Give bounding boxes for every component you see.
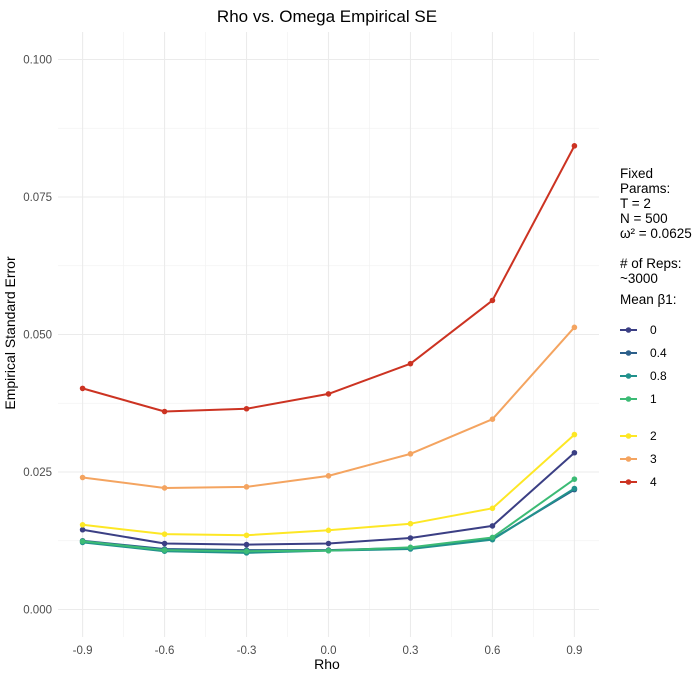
data-point xyxy=(325,547,332,554)
legend-item-3: 3 xyxy=(620,452,657,466)
legend-note: ω² = 0.0625 xyxy=(620,226,692,241)
data-point xyxy=(161,485,168,491)
legend-key-point xyxy=(625,479,632,485)
data-point xyxy=(571,476,578,482)
chart-title: Rho vs. Omega Empirical SE xyxy=(217,7,437,26)
data-point xyxy=(489,505,496,512)
data-point xyxy=(325,391,332,397)
x-axis-title: Rho xyxy=(314,656,340,672)
data-point xyxy=(571,143,578,149)
plot-area xyxy=(58,32,599,637)
legend-note: Fixed xyxy=(620,166,653,181)
legend-key-point xyxy=(625,456,632,462)
data-point xyxy=(161,408,168,415)
legend-item-4: 4 xyxy=(620,475,657,489)
x-tick-label: 0.0 xyxy=(321,645,337,657)
x-tick-label: -0.9 xyxy=(73,645,93,657)
data-point xyxy=(407,535,414,541)
data-point xyxy=(243,484,250,490)
data-point xyxy=(571,485,578,492)
y-tick-label: 0.100 xyxy=(23,55,52,67)
legend-item-0: 0 xyxy=(620,323,657,337)
legend-key-point xyxy=(625,396,632,402)
legend-note: N = 500 xyxy=(620,211,668,226)
y-tick-label: 0.000 xyxy=(23,605,52,617)
data-point xyxy=(161,547,168,553)
data-point xyxy=(489,534,496,541)
data-point xyxy=(489,416,496,423)
data-point xyxy=(79,474,86,481)
y-tick-label: 0.050 xyxy=(23,330,52,342)
y-tick-label: 0.025 xyxy=(23,467,52,479)
series-1 xyxy=(79,476,578,554)
legend-item-label: 0.4 xyxy=(650,346,667,360)
y-axis-title: Empirical Standard Error xyxy=(2,256,18,410)
legend-item-label: 2 xyxy=(650,429,657,443)
data-point xyxy=(79,522,86,528)
x-tick-label: 0.3 xyxy=(402,645,418,657)
legend-item-label: 0 xyxy=(650,323,657,337)
y-tick-label: 0.075 xyxy=(23,192,52,204)
data-point xyxy=(243,532,250,539)
data-point xyxy=(325,540,332,547)
legend-item-label: 3 xyxy=(650,452,657,466)
series-4 xyxy=(79,143,578,415)
series-2 xyxy=(79,431,578,539)
series-3 xyxy=(79,324,578,491)
x-axis-ticks: -0.9 -0.6 -0.3 0.0 0.3 0.6 0.9 xyxy=(73,645,583,657)
data-point xyxy=(79,538,86,545)
legend-title: Mean β1: xyxy=(620,292,677,307)
series-0 xyxy=(79,449,578,548)
data-point xyxy=(79,385,86,392)
y-axis-ticks: 0.000 0.025 0.050 0.075 0.100 xyxy=(23,55,52,617)
legend-item-1: 1 xyxy=(620,392,657,406)
data-point xyxy=(407,360,414,367)
legend-item-label: 4 xyxy=(650,475,657,489)
legend-key-point xyxy=(625,327,632,333)
legend-note: Params: xyxy=(620,181,670,196)
data-point xyxy=(407,544,414,551)
data-point xyxy=(161,531,168,537)
data-point xyxy=(407,451,414,457)
x-tick-label: 0.9 xyxy=(566,645,582,657)
legend-key-point xyxy=(625,433,632,439)
legend-key-point xyxy=(625,350,632,356)
legend-item-0.8: 0.8 xyxy=(620,369,667,383)
x-tick-label: 0.6 xyxy=(484,645,500,657)
data-point xyxy=(489,297,496,304)
legend-item-0.4: 0.4 xyxy=(620,346,667,360)
legend-note: T = 2 xyxy=(620,196,651,211)
data-point xyxy=(161,540,168,547)
legend-key-point xyxy=(625,373,632,379)
legend-note: ~3000 xyxy=(620,271,658,286)
data-point xyxy=(571,449,578,456)
data-point xyxy=(571,431,578,438)
data-point xyxy=(407,520,414,527)
data-point xyxy=(243,541,250,548)
data-point xyxy=(489,523,496,529)
data-point xyxy=(571,324,578,331)
x-tick-label: -0.6 xyxy=(155,645,175,657)
legend-note: # of Reps: xyxy=(620,256,682,271)
x-tick-label: -0.3 xyxy=(237,645,257,657)
data-point xyxy=(325,473,332,479)
legend-item-2: 2 xyxy=(620,429,657,443)
data-point xyxy=(243,405,250,412)
data-point xyxy=(325,527,332,534)
legend-item-label: 1 xyxy=(650,392,657,406)
data-point xyxy=(79,526,86,533)
data-point xyxy=(243,548,250,554)
legend-item-label: 0.8 xyxy=(650,369,667,383)
